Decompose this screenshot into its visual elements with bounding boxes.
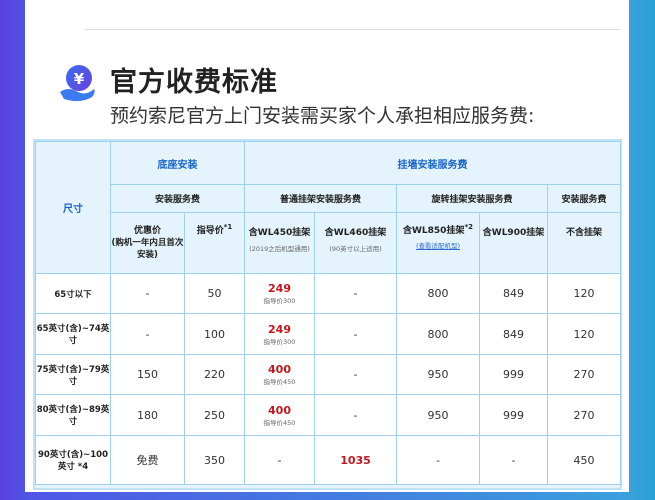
divider [85, 29, 620, 30]
cell-wl850: 950 [396, 394, 480, 436]
cell-wl460: 1035 [314, 435, 397, 485]
cell-size: 65寸以下 [35, 273, 111, 314]
cell-wl450: 400 指导价450 [244, 394, 315, 436]
cell-wl460: - [314, 354, 397, 395]
sub-normal-bracket: 普通挂架安装服务费 [244, 184, 397, 213]
table-row: 65英寸(含)~74英寸 -100 249 指导价300-800 849 120 [35, 313, 622, 355]
cell-wl850: 800 [396, 313, 480, 355]
wl450-price: 249 [268, 322, 291, 336]
col-discount: 优惠价 (购机一年内且首次安装) [110, 212, 185, 274]
cell-guide: 50 [184, 273, 245, 314]
col-wl460: 含WL460挂架 (90英寸以上适用) [314, 212, 397, 274]
cell-wl450: 400 指导价450 [244, 354, 315, 395]
page-title: 官方收费标准 [110, 67, 278, 98]
cell-wl450: - [244, 435, 315, 485]
col-guide: 指导价*1 [184, 212, 245, 274]
wl450-guide-price: 指导价450 [263, 378, 296, 386]
cell-wl460: - [314, 273, 397, 314]
cell-wl900: 849 [479, 313, 548, 355]
col-wl850-sup: *2 [464, 223, 473, 231]
page-subtitle: 预约索尼官方上门安装需买家个人承担相应服务费: [110, 105, 535, 127]
col-wl900: 含WL900挂架 [479, 212, 548, 274]
col-discount-note: (购机一年内且首次安装) [111, 238, 184, 260]
table-row: 90英寸(含)~100英寸 *4 免费 350-1035- -450 [35, 435, 622, 485]
table-row: 75英寸(含)~79英寸 150 220 400 指导价450 -950 999 270 [35, 354, 622, 395]
cell-wl450: 249 指导价300 [244, 273, 315, 314]
svg-text:¥: ¥ [74, 70, 85, 88]
cell-none: 270 [546, 354, 622, 395]
cell-wl850: - [396, 435, 480, 485]
col-discount-label: 优惠价 [133, 226, 161, 236]
cell-none: 270 [546, 394, 622, 436]
cell-size: 65英寸(含)~74英寸 [35, 313, 111, 355]
cell-wl460: - [314, 313, 397, 355]
col-wl850-label: 含WL850挂架 [403, 226, 465, 236]
cell-wl900: 999 [479, 354, 548, 395]
cell-guide: 220 [184, 354, 245, 395]
wl450-price: 400 [268, 363, 291, 376]
cell-discount: - [110, 273, 185, 314]
fee-table: 尺寸 底座安装 挂墙安装服务费 安装服务费 普通挂架安装服务费 旋转挂架安装服务… [33, 139, 622, 490]
cell-discount: 免费 [110, 435, 185, 485]
col-wl450-label: 含WL450挂架 [248, 228, 311, 238]
wl450-guide-price: 指导价450 [263, 418, 296, 427]
yen-hand-icon: ¥ [60, 65, 95, 102]
table-row: 80英寸(含)~89英寸 180 250 400 指导价450-950 999 270 [35, 394, 622, 436]
cell-none: 120 [546, 313, 622, 355]
col-wl460-label: 含WL460挂架 [324, 228, 387, 238]
sub-no-bracket: 安装服务费 [546, 184, 622, 213]
cell-wl900: - [479, 435, 548, 485]
size-header: 尺寸 [35, 141, 111, 274]
sub-base-fee: 安装服务费 [110, 184, 245, 213]
cell-none: 120 [546, 273, 622, 314]
cell-guide: 350 [184, 435, 245, 485]
col-guide-sup: *1 [223, 223, 233, 231]
col-no-bracket: 不含挂架 [546, 212, 622, 274]
cell-size: 90英寸(含)~100英寸 *4 [35, 435, 111, 485]
cell-discount: 180 [110, 394, 185, 436]
cell-size: 75英寸(含)~79英寸 [35, 354, 111, 395]
cell-none: 450 [546, 435, 622, 485]
group-wall-install: 挂墙安装服务费 [243, 141, 622, 185]
cell-wl460: - [314, 394, 397, 436]
group-base-install: 底座安装 [110, 141, 245, 185]
cell-wl900: 849 [479, 273, 548, 314]
col-wl460-note: (90英寸以上适用) [329, 245, 382, 253]
table-row: 65寸以下 -50 249 指导价300-800 849 120 [35, 273, 622, 314]
col-wl850: 含WL850挂架*2 (查看适配机型) [396, 212, 480, 274]
wl450-guide-price: 指导价300 [263, 297, 296, 305]
cell-discount: 150 [110, 354, 185, 395]
cell-wl850: 950 [396, 354, 480, 395]
cell-size: 80英寸(含)~89英寸 [35, 394, 111, 436]
cell-discount: - [110, 313, 185, 355]
wl450-price: 400 [268, 403, 291, 417]
col-wl450-note: (2019之后机型通用) [249, 245, 310, 253]
col-wl450: 含WL450挂架 (2019之后机型通用) [244, 212, 315, 274]
cell-wl450: 249 指导价300 [244, 313, 315, 355]
cell-guide: 250 [184, 394, 245, 436]
cell-wl900: 999 [479, 394, 548, 436]
sub-rotate-bracket: 旋转挂架安装服务费 [396, 184, 548, 213]
cell-guide: 100 [184, 313, 245, 355]
wl450-guide-price: 指导价300 [263, 337, 296, 346]
wl460-price: 1035 [340, 453, 371, 467]
cell-wl850: 800 [396, 273, 480, 314]
wl450-price: 249 [268, 282, 291, 295]
col-guide-label: 指导价 [196, 226, 224, 236]
compatible-models-link[interactable]: (查看适配机型) [415, 242, 461, 250]
